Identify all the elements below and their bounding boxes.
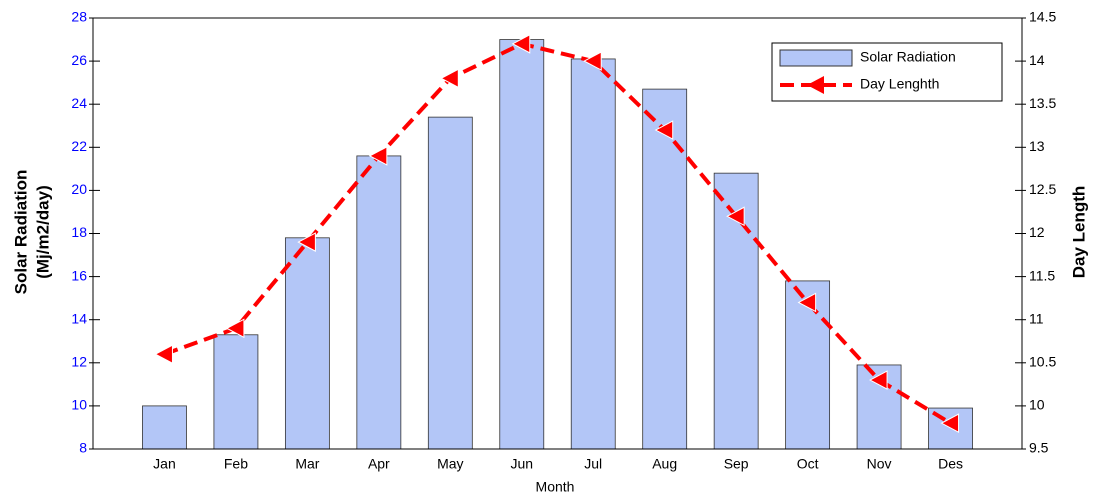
bar [213,334,259,450]
y2-tick-label: 13 [1029,138,1045,154]
marker [297,232,316,252]
x-tick-label: Feb [224,456,248,472]
y-tick-label: 26 [71,52,87,68]
legend-marker [807,76,824,94]
x-tick-label: Sep [724,456,749,472]
x-tick-label: Jan [153,456,176,472]
bar [427,116,473,450]
marker [511,34,531,54]
x-tick-label: Nov [867,456,892,472]
bar [785,280,831,450]
y-tick-label: 12 [71,354,87,370]
y2-tick-label: 9.5 [1029,440,1049,456]
bar [284,237,330,450]
legend-label: Day Lenghth [860,76,939,92]
x-tick-label: Jun [510,456,533,472]
y-tick-label: 14 [71,310,87,326]
y-tick-label: 16 [71,267,87,283]
bar [142,405,187,450]
x-tick-label: Oct [797,456,819,472]
x-axis-label: Month [536,479,575,495]
line [163,41,952,425]
y-tick-label: 10 [71,397,87,413]
marker [440,68,459,89]
marker [654,120,674,140]
x-tick-label: Aug [652,456,677,472]
legend-swatch [779,49,853,67]
legend-label: Solar Radiation [860,49,956,65]
y-tick-label: 8 [79,440,87,456]
marker [368,146,388,166]
bar [499,39,545,450]
bar [570,58,616,450]
y2-axis-label: Day Length [1069,186,1088,279]
y2-tick-label: 14 [1029,52,1045,68]
x-tick-label: Apr [368,456,390,472]
y-tick-label: 24 [71,95,87,111]
y2-tick-label: 12.5 [1029,181,1056,197]
y-axis-label: Solar Radiation [11,170,30,295]
y2-tick-label: 10 [1029,397,1045,413]
y-tick-label: 28 [71,9,87,25]
y2-tick-label: 14.5 [1029,9,1056,25]
y2-tick-label: 10.5 [1029,354,1056,370]
y-tick-label: 18 [71,224,87,240]
y2-tick-label: 13.5 [1029,95,1056,111]
bar [356,155,402,450]
marker [726,206,745,227]
y-tick-label: 22 [71,138,87,154]
x-tick-label: Mar [295,456,319,472]
plot-frame [92,17,1023,450]
marker [797,292,817,313]
x-tick-label: Des [938,456,963,472]
y-tick-label: 20 [71,181,87,197]
y2-tick-label: 11 [1029,310,1044,326]
bar [642,88,688,450]
marker [225,318,245,339]
marker [869,370,888,390]
x-tick-label: May [437,456,463,472]
y2-tick-label: 11.5 [1029,267,1055,283]
marker [583,51,602,71]
x-tick-label: Jul [584,456,602,472]
y-axis-label: (Mj/m2/day) [33,185,52,279]
marker [940,413,960,433]
marker [154,344,173,365]
y2-tick-label: 12 [1029,224,1045,240]
